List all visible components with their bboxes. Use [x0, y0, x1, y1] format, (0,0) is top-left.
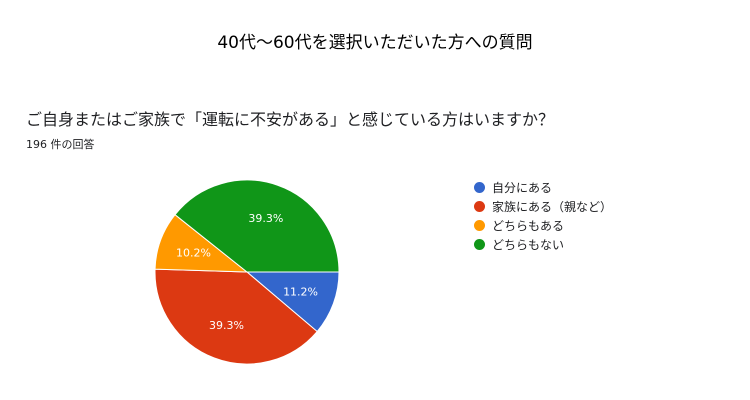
pie-slice-1 [245, 271, 340, 333]
legend-item-2: 家族にある（親など） [474, 197, 612, 216]
legend-label: 家族にある（親など） [492, 200, 613, 214]
legend-label: どちらもない [492, 238, 565, 252]
chart-legend: 自分にある家族にある（親など） どちらもある どちらもない [474, 178, 612, 254]
pie-slice-4 [174, 179, 340, 273]
legend-swatch-icon [474, 239, 485, 250]
legend-swatch-icon [474, 201, 485, 212]
slice-label-2: 39.3% [209, 319, 244, 332]
slice-label-3: 10.2% [176, 246, 211, 259]
slice-label-1: 11.2% [283, 286, 318, 299]
question-title: ご自身またはご家族で「運転に不安がある」と感じている方はいますか？ [26, 110, 555, 129]
pie-slice-2 [154, 268, 318, 365]
legend-label: 自分にある [492, 181, 553, 195]
legend-item-3: どちらもある [474, 216, 612, 235]
legend-swatch-icon [474, 220, 485, 231]
page-title: 40代〜60代を選択いただいた方への質問 [217, 33, 533, 53]
legend-item-4: どちらもない [474, 235, 612, 254]
legend-item-1: 自分にある [474, 178, 612, 197]
legend-swatch-icon [474, 182, 485, 193]
response-count: 196 件の回答 [26, 138, 95, 151]
legend-label: どちらもある [492, 219, 565, 233]
slice-label-4: 39.3% [248, 212, 283, 225]
